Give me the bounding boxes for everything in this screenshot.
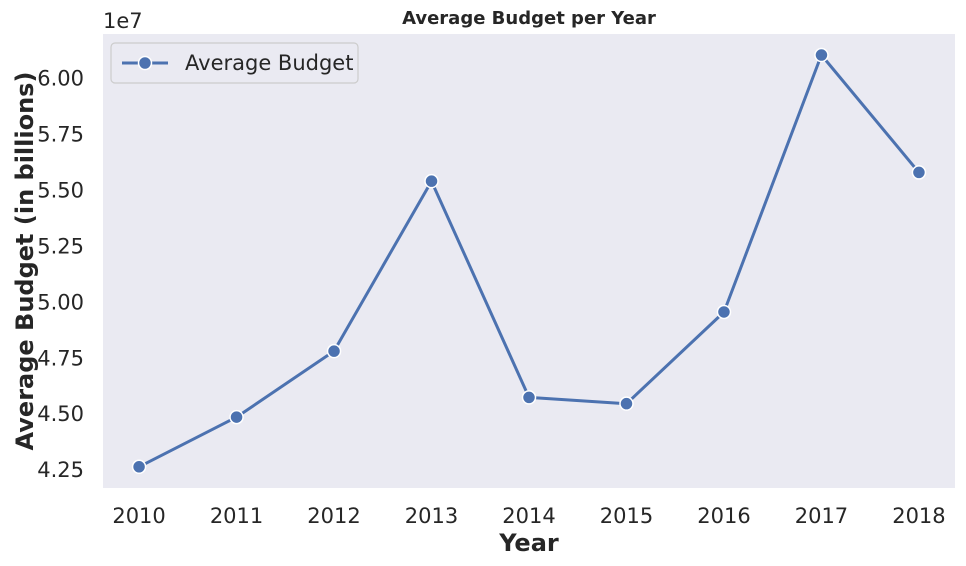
y-tick-label: 5.00 — [37, 290, 84, 314]
x-tick-label: 2017 — [795, 504, 848, 528]
data-point — [229, 409, 244, 425]
y-axis-title: Average Budget (in billions) — [11, 72, 39, 451]
y-axis-offset-label: 1e7 — [103, 9, 143, 33]
series-layer — [131, 47, 927, 475]
x-tick-label: 2016 — [697, 504, 750, 528]
y-tick-label: 5.75 — [37, 123, 84, 147]
data-point — [131, 459, 147, 475]
data-point — [521, 390, 537, 405]
legend: Average Budget — [110, 42, 359, 84]
legend-marker-swatch — [137, 55, 153, 71]
legend-box — [110, 42, 359, 84]
x-tick-label: 2011 — [210, 504, 263, 528]
data-point — [619, 396, 634, 411]
x-tick-label: 2010 — [112, 504, 165, 528]
y-tick-label: 4.50 — [37, 402, 84, 426]
y-tick-label: 4.75 — [37, 346, 84, 370]
y-tick-label: 4.25 — [37, 458, 84, 482]
x-tick-label: 2014 — [502, 504, 555, 528]
data-point — [911, 165, 927, 180]
data-point — [326, 343, 342, 359]
data-point — [814, 47, 829, 63]
x-tick-label: 2013 — [405, 504, 458, 528]
y-tick-label: 5.50 — [37, 179, 84, 203]
chart-title: Average Budget per Year — [402, 8, 656, 29]
y-axis-ticks: 4.25 4.50 4.75 5.00 5.25 5.50 5.75 6.00 — [37, 67, 84, 482]
y-tick-label: 5.25 — [37, 234, 84, 258]
y-tick-label: 6.00 — [37, 67, 84, 91]
x-tick-label: 2012 — [307, 504, 360, 528]
x-axis-title: Year — [498, 529, 559, 557]
legend-entry-label: Average Budget — [185, 51, 353, 75]
data-point — [716, 304, 732, 320]
data-point — [424, 173, 439, 189]
x-tick-label: 2018 — [892, 504, 945, 528]
x-tick-label: 2015 — [600, 504, 653, 528]
x-axis-ticks: 2010 2011 2012 2013 2014 2015 2016 2017 2018 — [112, 504, 945, 528]
